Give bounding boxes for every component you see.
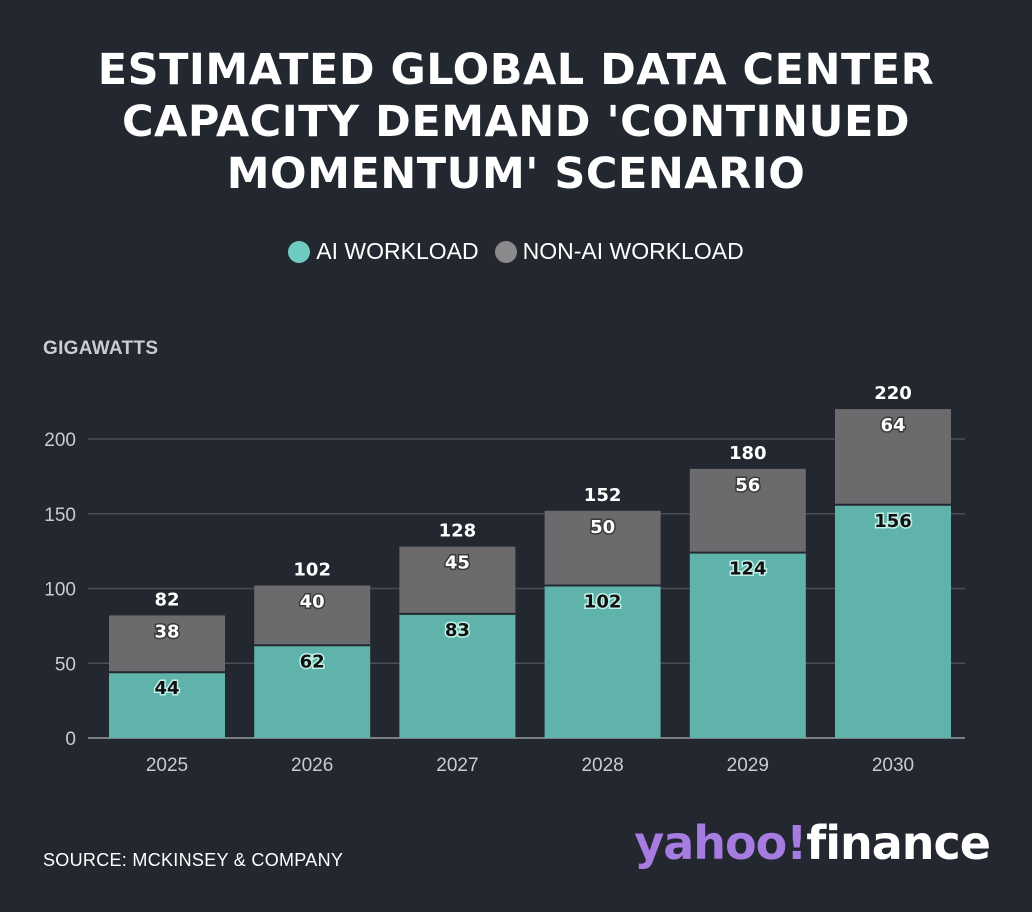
- x-tick-label-2030: 2030: [872, 755, 914, 776]
- y-axis-label: GIGAWATTS: [43, 338, 159, 359]
- bar-ai-2026: [254, 645, 371, 738]
- bar-nonai-2026: [254, 585, 371, 646]
- bar-ai-2030: [835, 504, 951, 738]
- x-tick-label-2025: 2025: [146, 755, 188, 776]
- y-tick-label-100: 100: [44, 580, 76, 601]
- data-label-nonai-2030: 64: [880, 415, 905, 436]
- data-label-ai-2028: 102: [584, 592, 622, 613]
- bar-nonai-2025: [109, 615, 225, 673]
- x-tick-label-2028: 2028: [581, 755, 623, 776]
- bar-ai-2029: [689, 552, 806, 738]
- data-label-nonai-2025: 38: [154, 621, 179, 642]
- yahoo-finance-logo: yahoo!finance: [634, 816, 991, 870]
- brand-finance: finance: [806, 816, 991, 870]
- y-tick-label-50: 50: [55, 654, 76, 675]
- data-label-ai-2025: 44: [154, 678, 179, 699]
- chart-title: ESTIMATED GLOBAL DATA CENTER CAPACITY DE…: [97, 45, 935, 199]
- data-label-total-2028: 152: [584, 485, 622, 506]
- bar-ai-2028: [544, 585, 661, 738]
- legend-label-nonai: NON-AI WORKLOAD: [522, 238, 744, 264]
- legend-label-ai: AI WORKLOAD: [316, 238, 479, 264]
- data-label-nonai-2029: 56: [735, 475, 760, 496]
- y-tick-label-150: 150: [44, 505, 76, 526]
- data-label-ai-2026: 62: [300, 651, 325, 672]
- data-label-nonai-2028: 50: [590, 517, 615, 538]
- bar-nonai-2027: [399, 546, 516, 614]
- y-tick-label-200: 200: [44, 430, 76, 451]
- data-label-total-2026: 102: [293, 560, 331, 581]
- legend-item-nonai: NON-AI WORKLOAD: [494, 238, 744, 265]
- bar-nonai-2030: [835, 409, 951, 505]
- brand-yahoo: yahoo!: [634, 816, 807, 870]
- legend: AI WORKLOAD NON-AI WORKLOAD: [0, 238, 1032, 265]
- data-label-total-2025: 82: [154, 589, 179, 610]
- data-label-ai-2027: 83: [445, 620, 470, 641]
- x-tick-label-2027: 2027: [436, 755, 478, 776]
- bar-nonai-2028: [544, 510, 661, 586]
- legend-swatch-ai: [288, 240, 311, 263]
- data-label-total-2029: 180: [729, 443, 767, 464]
- data-label-ai-2030: 156: [874, 511, 912, 532]
- x-tick-label-2029: 2029: [727, 755, 769, 776]
- legend-swatch-nonai: [494, 240, 517, 263]
- y-tick-label-0: 0: [65, 729, 76, 750]
- data-label-total-2027: 128: [439, 521, 477, 542]
- data-label-ai-2029: 124: [729, 559, 767, 580]
- data-label-total-2030: 220: [874, 383, 912, 404]
- data-label-nonai-2026: 40: [300, 592, 325, 613]
- bar-nonai-2029: [689, 468, 806, 553]
- data-label-nonai-2027: 45: [445, 553, 470, 574]
- x-tick-label-2026: 2026: [291, 755, 333, 776]
- bar-ai-2027: [399, 613, 516, 738]
- bar-ai-2025: [109, 672, 225, 738]
- source-note: SOURCE: MCKINSEY & COMPANY: [43, 850, 344, 870]
- legend-item-ai: AI WORKLOAD: [288, 238, 479, 265]
